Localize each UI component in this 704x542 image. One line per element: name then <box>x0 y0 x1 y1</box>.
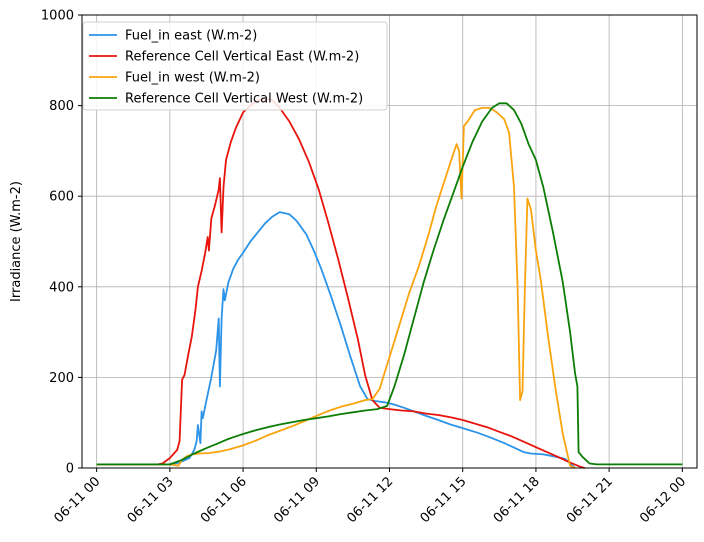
x-tick-label: 06-11 09 <box>271 474 323 526</box>
y-tick-label: 0 <box>66 462 74 477</box>
legend-label: Reference Cell Vertical West (W.m-2) <box>125 92 363 107</box>
y-axis-label: Irradiance (W.m-2) <box>9 181 24 302</box>
y-tick-label: 200 <box>49 371 74 386</box>
y-tick-label: 1000 <box>41 9 74 24</box>
legend: Fuel_in east (W.m-2) Reference Cell Verti… <box>82 21 388 111</box>
y-tick-label: 800 <box>49 99 74 114</box>
y-axis-ticks: 0 200 400 600 800 1000 <box>41 9 82 477</box>
x-tick-label: 06-11 00 <box>52 474 104 526</box>
series-line <box>96 102 683 466</box>
x-tick-label: 06-11 12 <box>344 474 396 526</box>
y-tick-label: 400 <box>49 280 74 295</box>
legend-label: Reference Cell Vertical East (W.m-2) <box>125 50 359 65</box>
x-axis-ticks: 06-11 00 06-11 03 06-11 06 06-11 09 06-11 12… <box>52 468 689 526</box>
x-tick-label: 06-11 21 <box>564 474 616 526</box>
y-tick-label: 600 <box>49 190 74 205</box>
grid-lines <box>82 14 697 469</box>
x-tick-label: 06-11 06 <box>198 474 250 526</box>
legend-box <box>82 21 388 111</box>
x-tick-label: 06-12 00 <box>637 474 689 526</box>
legend-label: Fuel_in east (W.m-2) <box>125 29 257 44</box>
x-tick-label: 06-11 03 <box>125 474 177 526</box>
series-line <box>96 211 576 469</box>
x-tick-label: 06-11 15 <box>418 474 470 526</box>
x-tick-label: 06-11 18 <box>491 474 543 526</box>
legend-label: Fuel_in west (W.m-2) <box>125 71 260 86</box>
series-line <box>96 107 576 469</box>
